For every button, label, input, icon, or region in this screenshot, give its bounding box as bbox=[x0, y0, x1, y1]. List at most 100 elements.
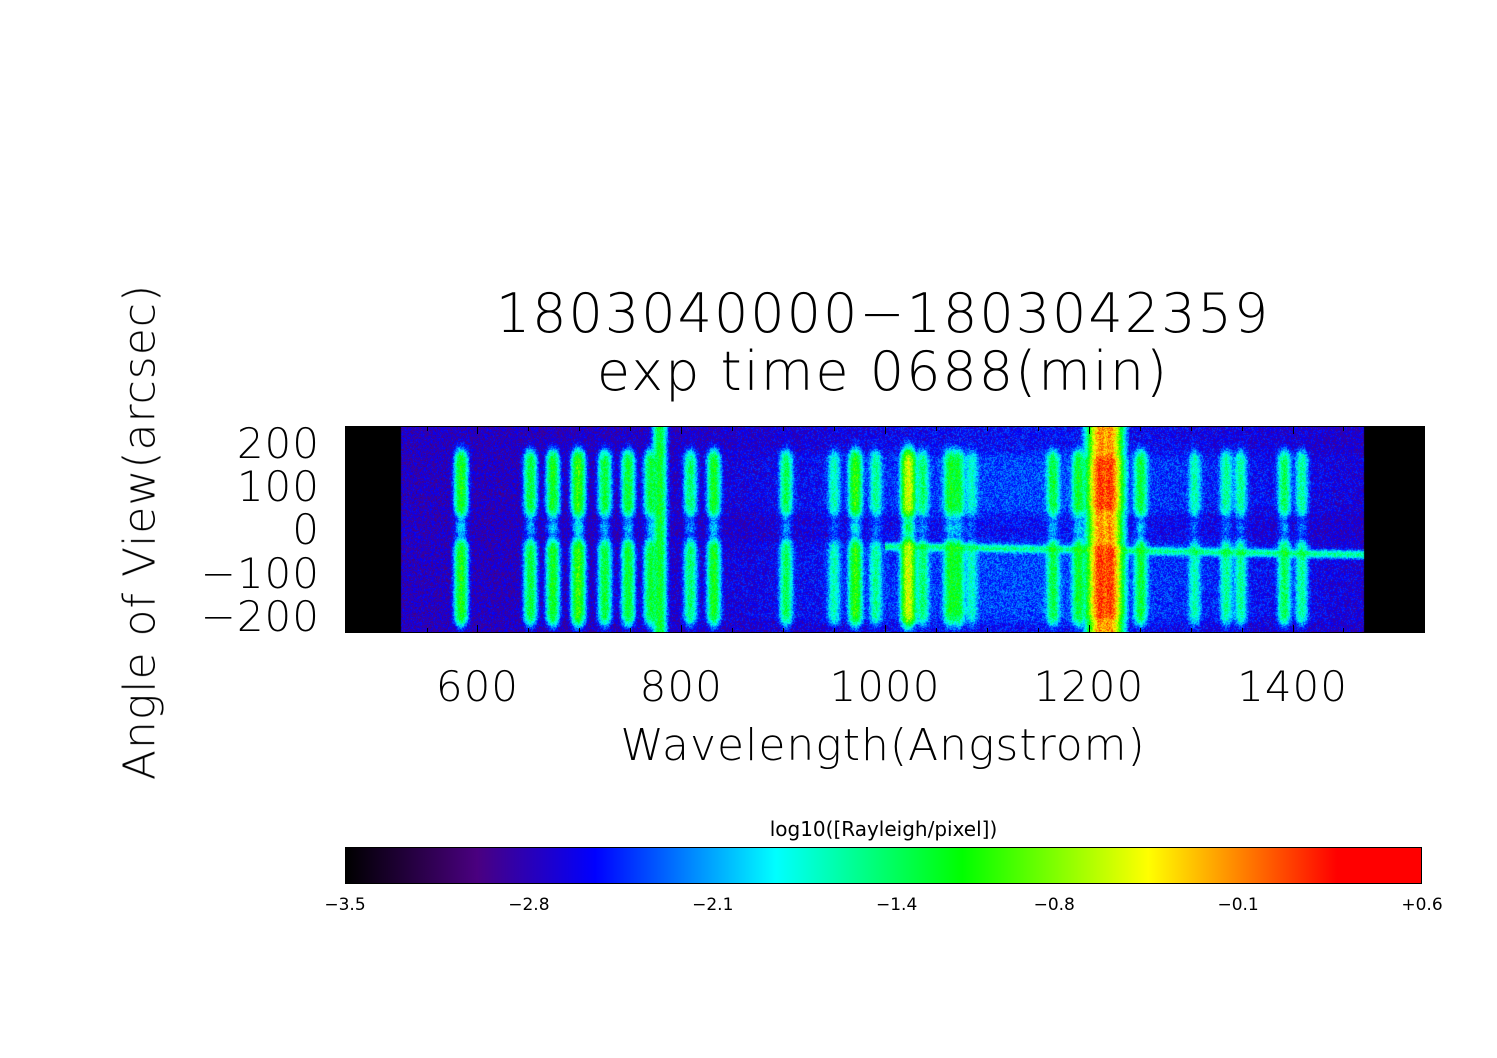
y-tick bbox=[345, 437, 350, 439]
y-tick bbox=[345, 510, 350, 512]
x-tick bbox=[885, 426, 886, 434]
y-tick bbox=[1420, 476, 1425, 478]
y-tick bbox=[1420, 506, 1425, 508]
x-tick bbox=[834, 426, 836, 431]
y-tick bbox=[1420, 437, 1425, 439]
colorbar-tick-label: −0.1 bbox=[1217, 895, 1259, 915]
y-tick bbox=[345, 445, 354, 447]
y-tick bbox=[345, 545, 350, 547]
y-tick bbox=[1420, 527, 1425, 529]
y-tick bbox=[345, 441, 350, 443]
y-tick bbox=[1420, 558, 1425, 560]
y-tick bbox=[345, 610, 350, 612]
y-tick bbox=[345, 566, 350, 568]
x-tick bbox=[579, 426, 581, 431]
x-tick bbox=[1292, 426, 1294, 434]
colorbar-tick-label: −1.4 bbox=[875, 895, 918, 915]
x-tick bbox=[1394, 426, 1396, 431]
y-tick bbox=[1420, 432, 1425, 434]
y-tick bbox=[1420, 480, 1425, 482]
y-tick bbox=[345, 558, 350, 560]
y-tick-label: 200 bbox=[236, 418, 320, 468]
x-axis-label: Wavelength(Angstrom) bbox=[620, 720, 1146, 771]
x-tick bbox=[1139, 426, 1141, 431]
y-tick bbox=[1420, 497, 1425, 499]
y-tick bbox=[1420, 566, 1425, 568]
y-tick bbox=[1420, 510, 1425, 512]
plot-frame bbox=[345, 426, 1425, 633]
y-tick bbox=[345, 506, 350, 508]
y-tick bbox=[345, 575, 354, 577]
y-tick bbox=[1420, 597, 1425, 599]
y-tick bbox=[1416, 532, 1425, 534]
y-tick bbox=[1420, 614, 1425, 616]
y-tick bbox=[1420, 428, 1425, 430]
y-tick bbox=[1420, 623, 1425, 625]
y-tick bbox=[1420, 484, 1425, 486]
colorbar-label: log10([Rayleigh/pixel]) bbox=[769, 817, 998, 841]
x-tick bbox=[732, 426, 734, 431]
x-tick bbox=[477, 426, 479, 434]
y-tick-label: −200 bbox=[200, 591, 320, 641]
x-tick-label: 800 bbox=[639, 662, 723, 711]
colorbar bbox=[345, 847, 1422, 884]
x-tick bbox=[1037, 628, 1039, 633]
x-tick bbox=[681, 625, 683, 633]
x-tick bbox=[375, 426, 377, 431]
y-tick bbox=[1420, 584, 1425, 586]
x-tick bbox=[1088, 625, 1090, 633]
x-tick bbox=[1241, 628, 1243, 633]
y-tick bbox=[1420, 601, 1425, 603]
y-tick bbox=[1420, 454, 1425, 456]
colorbar-tick-label: −2.1 bbox=[692, 895, 734, 915]
y-tick bbox=[345, 497, 350, 499]
x-tick bbox=[986, 426, 988, 431]
y-tick bbox=[1420, 627, 1425, 629]
y-tick bbox=[345, 484, 350, 486]
x-tick bbox=[579, 628, 581, 633]
y-tick-label: −100 bbox=[200, 548, 320, 598]
x-tick bbox=[630, 628, 632, 633]
y-tick bbox=[1420, 471, 1425, 473]
y-tick bbox=[1420, 592, 1425, 594]
y-tick bbox=[1420, 571, 1425, 573]
y-tick bbox=[345, 458, 350, 460]
y-tick bbox=[1416, 445, 1425, 447]
x-tick bbox=[1190, 628, 1192, 633]
colorbar-tick-label: −3.5 bbox=[324, 895, 366, 915]
y-tick bbox=[345, 493, 350, 495]
x-tick bbox=[1343, 628, 1345, 633]
x-tick bbox=[1241, 426, 1243, 431]
y-tick bbox=[345, 592, 350, 594]
y-tick bbox=[345, 605, 350, 607]
x-tick bbox=[783, 628, 785, 633]
x-tick bbox=[935, 628, 937, 633]
y-tick bbox=[345, 536, 350, 538]
y-tick bbox=[1416, 575, 1425, 577]
y-tick bbox=[345, 584, 350, 586]
y-tick bbox=[1420, 605, 1425, 607]
y-tick bbox=[345, 527, 350, 529]
x-tick bbox=[426, 628, 428, 633]
y-tick bbox=[1416, 489, 1425, 491]
y-tick bbox=[1420, 553, 1425, 555]
x-tick bbox=[375, 628, 377, 633]
x-tick bbox=[986, 628, 988, 633]
x-tick-label: 1200 bbox=[1033, 662, 1145, 711]
y-tick bbox=[1420, 588, 1425, 590]
y-tick bbox=[345, 480, 350, 482]
y-tick bbox=[345, 467, 350, 469]
x-tick bbox=[681, 426, 683, 434]
y-tick bbox=[1420, 458, 1425, 460]
y-tick bbox=[1420, 549, 1425, 551]
y-tick bbox=[345, 579, 350, 581]
chart-title: 1803040000−1803042359 bbox=[495, 282, 1271, 345]
y-tick bbox=[1420, 515, 1425, 517]
colorbar-tick-label: −2.8 bbox=[508, 895, 550, 915]
x-tick bbox=[1139, 628, 1141, 633]
y-tick-label: 100 bbox=[236, 462, 320, 512]
x-tick bbox=[1037, 426, 1039, 431]
y-axis-label: Angle of View(arcsec) bbox=[114, 283, 166, 781]
y-tick bbox=[345, 562, 350, 564]
y-tick bbox=[1420, 467, 1425, 469]
